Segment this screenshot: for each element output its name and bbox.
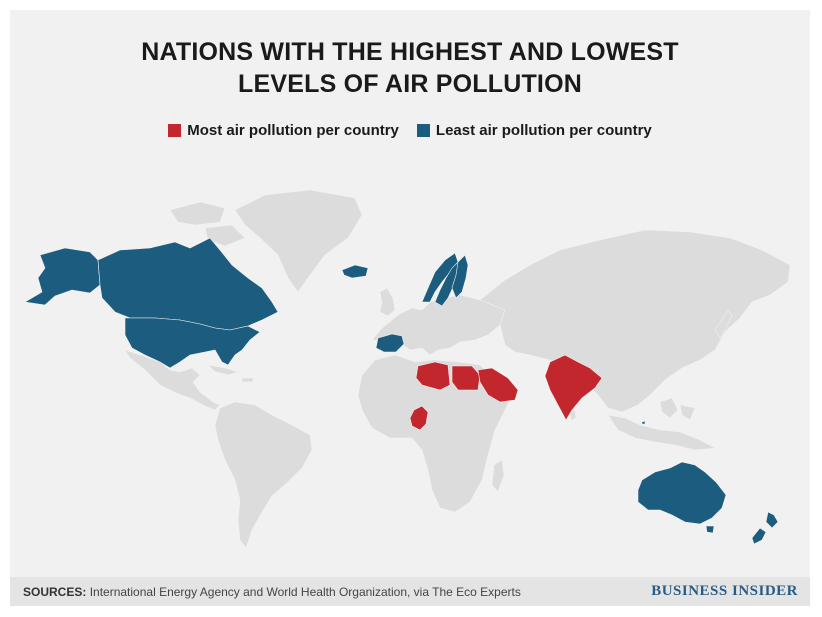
page-title: NATIONS WITH THE HIGHEST AND LOWEST LEVE… [10, 36, 810, 100]
country-usa [124, 317, 261, 369]
world-map [24, 189, 791, 549]
south-america [214, 401, 313, 549]
arctic-islands [169, 201, 226, 226]
country-india [544, 354, 603, 421]
indonesia [607, 414, 717, 451]
country-saudi-arabia [477, 367, 519, 403]
legend-label-least: Least air pollution per country [435, 122, 652, 139]
legend: Most air pollution per country Least air… [10, 122, 810, 139]
mexico-central-america [124, 349, 221, 411]
legend-swatch-most [168, 124, 182, 137]
japan [714, 309, 733, 339]
footer: SOURCES: International Energy Agency and… [10, 577, 810, 606]
country-canada [97, 237, 279, 331]
legend-label-most: Most air pollution per country [187, 122, 399, 139]
asia [479, 229, 791, 413]
legend-item-least: Least air pollution per country [416, 122, 652, 139]
title-line-2: LEVELS OF AIR POLLUTION [238, 70, 582, 98]
madagascar [491, 459, 505, 493]
country-cameroon [409, 405, 429, 431]
business-insider-logo: BUSINESS INSIDER [651, 583, 798, 599]
sources: SOURCES: International Energy Agency and… [23, 585, 521, 599]
country-new-zealand [765, 511, 779, 529]
africa [357, 354, 513, 513]
greenland [234, 189, 363, 293]
sources-label: SOURCES: [23, 585, 87, 599]
legend-swatch-least [416, 124, 430, 137]
country-australia [637, 461, 727, 525]
sources-text: International Energy Agency and World He… [89, 585, 521, 599]
country-finland [451, 254, 469, 299]
uk [379, 287, 396, 317]
title-line-1: NATIONS WITH THE HIGHEST AND LOWEST [141, 38, 679, 66]
country-usa-alaska [24, 247, 101, 306]
legend-item-most: Most air pollution per country [168, 122, 399, 139]
country-egypt [451, 365, 481, 391]
country-spain [375, 333, 405, 353]
country-libya [415, 361, 451, 391]
country-iceland [341, 264, 369, 279]
country-brunei [641, 420, 646, 425]
infographic-card: NATIONS WITH THE HIGHEST AND LOWEST LEVE… [10, 10, 810, 606]
